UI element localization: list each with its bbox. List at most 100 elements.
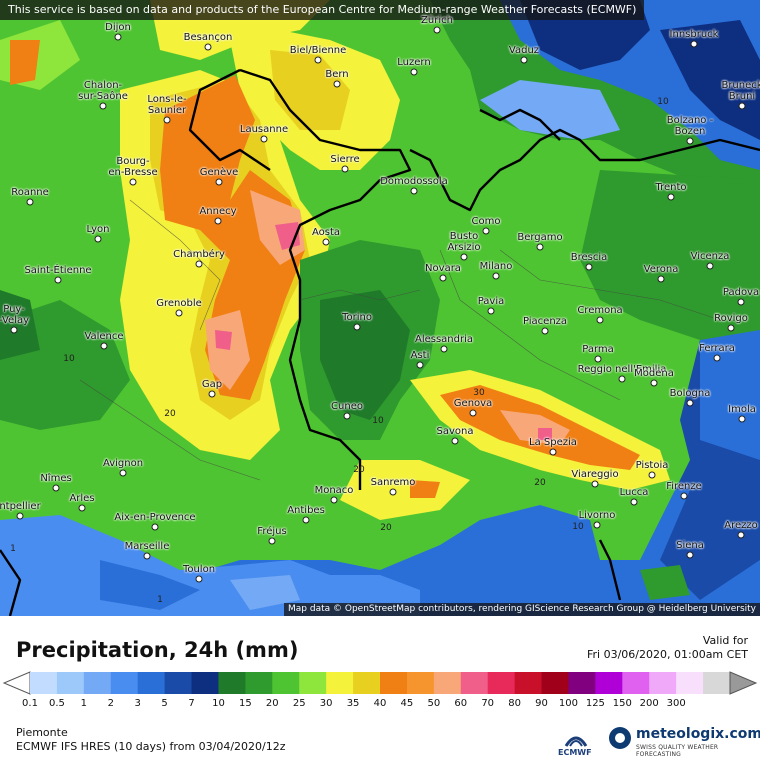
city-marker [451,437,459,445]
city-label: La Spezia [529,437,577,448]
city-marker [541,327,549,335]
city-marker [585,263,593,271]
city-label: Asti [410,350,430,361]
city-label: Pistoia [635,460,669,471]
scale-swatch [676,672,704,694]
contour-label: 1 [10,544,16,554]
city-marker [686,399,694,407]
city-marker [100,342,108,350]
city-marker [416,361,424,369]
city-label: Livorno [578,510,616,521]
city-label: Annecy [199,206,237,217]
city-marker [630,498,638,506]
scale-tick-label: 0.1 [22,698,38,709]
city-label: Sanremo [370,477,416,488]
contour-label: 1 [157,595,163,605]
city-label: Bourg- en-Bresse [108,156,158,178]
city-marker [143,552,151,560]
city-marker [151,523,159,531]
brand-name[interactable]: meteologix.com [636,726,760,742]
scale-tick-label: 7 [188,698,195,709]
city-label: Genova [453,398,493,409]
city-marker [738,102,746,110]
ecmwf-logo-icon[interactable] [558,728,594,758]
scale-min-arrow [2,671,31,695]
scale-swatch [487,672,516,694]
scale-swatch [595,672,623,694]
city-label: Toulon [182,564,216,575]
color-scale [2,671,758,695]
scale-swatch [514,672,543,694]
city-label: Dijon [105,22,131,33]
city-marker [119,469,127,477]
contour-label: 20 [534,478,546,488]
city-label: Saint-Étienne [24,265,92,276]
city-label: Zürich [421,15,453,26]
city-label: Vicenza [690,251,730,262]
city-label: Trento [655,182,687,193]
city-marker [10,326,18,334]
city-marker [591,480,599,488]
scale-tick-label: 5 [161,698,168,709]
city-label: Bern [325,69,349,80]
scale-swatch [110,672,139,694]
city-label: Cremona [577,305,623,316]
city-label: Firenze [666,481,702,492]
city-label: Valence [84,331,124,342]
city-label: Viareggio [571,469,619,480]
city-marker [410,187,418,195]
scale-swatch [272,672,300,694]
region-borders [79,199,721,481]
city-label: Luzern [397,57,431,68]
city-label: Aosta [311,227,341,238]
city-marker [657,275,665,283]
city-label: Puy- -Velay [0,304,30,326]
contour-label: 20 [164,409,176,419]
city-marker [341,165,349,173]
city-label: Besançon [183,32,233,43]
ecmwf-disclaimer: This service is based on data and produc… [0,0,645,20]
city-marker [260,135,268,143]
scale-tick-label: 100 [558,698,578,709]
precipitation-map[interactable]: This service is based on data and produc… [0,0,760,616]
city-label: Savona [436,426,474,437]
city-label: Biel/Bienne [289,45,347,56]
scale-tick-label: 50 [427,698,441,709]
city-label: Genève [199,167,239,178]
city-label: Busto Arsizio [447,231,481,253]
scale-swatch [460,672,489,694]
ecmwf-logo-text: ECMWF [558,748,592,757]
city-label: ntpellier [0,501,41,512]
legend-panel: Precipitation, 24h (mm) Valid for Fri 03… [0,616,760,760]
scale-tick-label: 150 [612,698,632,709]
city-marker [215,178,223,186]
scale-tick-label: 125 [585,698,605,709]
city-label: Lons-le- Saunier [147,94,187,116]
city-marker [314,56,322,64]
city-label: Bologna [669,388,711,399]
city-marker [175,309,183,317]
city-label: Novara [425,263,461,274]
contour-label: 10 [63,354,75,364]
map-attribution[interactable]: Map data © OpenStreetMap contributors, r… [284,603,760,616]
scale-swatch [164,672,193,694]
scale-swatch [83,672,112,694]
city-label: Milano [479,261,513,272]
scale-tick-label: 200 [639,698,659,709]
city-marker [195,260,203,268]
city-marker [706,262,714,270]
city-marker [204,43,212,51]
city-marker [593,521,601,529]
city-marker [487,307,495,315]
meteologix-logo-icon[interactable] [608,726,632,750]
city-label: Imola [728,404,756,415]
city-marker [690,40,698,48]
scale-swatch [380,672,408,694]
scale-tick-label: 2 [107,698,114,709]
scale-swatch [137,672,166,694]
city-label: Ferrara [699,343,735,354]
city-label: Siena [676,540,704,551]
scale-swatch [299,672,327,694]
city-label: Avignon [102,458,144,469]
city-marker [667,193,675,201]
